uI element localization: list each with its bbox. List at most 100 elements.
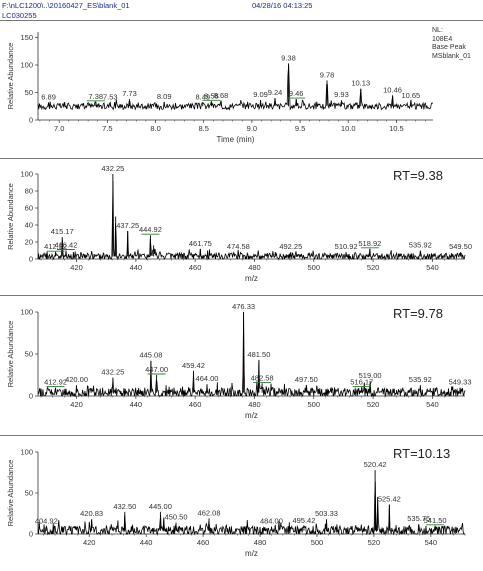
panel-separator-1 [0,158,483,159]
x-tick-label: 500 [308,400,321,409]
x-tick-label: 440 [140,538,153,547]
y-tick-label: 40 [25,221,33,230]
peak-label: 9.38 [281,53,296,62]
peak-label: 535.75 [407,514,430,523]
peak-label: 6.89 [41,92,56,101]
peak-label: 518.92 [358,239,381,248]
peak-label: 9.78 [320,70,335,79]
trace-line [37,64,434,112]
y-tick-label: 50 [25,350,33,359]
sample-id-label: LC030255 [2,11,37,20]
peak-label: 519.00 [359,371,382,380]
peak-label: 10.65 [401,91,420,100]
peak-label: 8.09 [157,92,172,101]
x-tick-label: 460 [189,263,202,272]
x-axis-title: m/z [245,274,258,283]
y-tick-label: 100 [20,448,33,457]
peak-label: 549.33 [449,378,472,387]
x-tick-label: 7.0 [54,124,64,133]
spectrum-panel-2: 0 20 40 60 80 100 420 440 460 480 500 520 540 m/z Rela… [6,164,472,283]
x-tick-label: 7.5 [102,124,112,133]
peak-label: 10.46 [383,85,402,94]
peak-label: 412.92 [44,378,67,387]
y-tick-label: 20 [25,238,33,247]
peak-label: 7.53 [103,92,118,101]
x-tick-label: 9.5 [295,124,305,133]
peak-label: 462.08 [198,508,221,517]
peak-label: 437.25 [116,221,139,230]
peak-label: 450.50 [165,513,188,522]
rt-label: RT=10.13 [393,446,450,461]
trace-type-label: Base Peak [432,44,466,51]
x-tick-label: 420 [70,400,83,409]
x-tick-label: 520 [367,400,380,409]
y-tick-label: 100 [20,308,33,317]
peak-label: 445.00 [149,502,172,511]
trace-info: NL: 108E4 Base Peak MSblank_01 [432,27,471,61]
peak-label: 482.58 [251,373,274,382]
y-tick-label: 0 [29,392,33,401]
peak-label: 516.17 [350,378,373,387]
panel-separator-2 [0,295,483,296]
peak-label: 9.24 [268,88,283,97]
peak-label: 541.50 [424,516,447,525]
peak-label: 9.46 [289,89,304,98]
y-axis-title: Relative Abundance [6,460,15,527]
peak-label: 10.13 [351,79,370,88]
x-axis-title: m/z [245,411,258,420]
y-tick-label: 0 [29,116,33,125]
x-tick-label: 420 [83,538,96,547]
peak-label: 444.92 [139,225,162,234]
spectrum-panel-4: 0 50 100 420 440 460 480 500 520 540 m/z Relative A… [6,446,466,558]
peak-label: 503.33 [315,509,338,518]
spectrum-panel-3: 0 50 100 420 440 460 480 500 520 540 m/z Relative A… [6,302,472,420]
peak-label: 7.73 [122,89,137,98]
y-tick-label: 50 [25,88,33,97]
peak-label: 416.42 [54,241,77,250]
peak-label: 520.42 [364,460,387,469]
peak-label: 432.50 [113,502,136,511]
x-tick-label: 8.0 [150,124,160,133]
peak-label: 459.42 [182,361,205,370]
peak-label: 510.92 [335,242,358,251]
y-tick-label: 80 [25,187,33,196]
y-tick-label: 0 [29,530,33,539]
peak-label: 8.49 [195,92,210,101]
x-tick-label: 10.0 [341,124,356,133]
peak-label: 495.42 [292,516,315,525]
header-separator [0,20,483,21]
y-tick-label: 0 [29,255,33,264]
x-tick-label: 520 [368,538,381,547]
chromatogram-panel-1: 0 50 100 150 7.0 7.5 8.0 8.5 9.0 9.5 10.0 10.5 Time … [6,32,434,144]
peak-label: 432.25 [101,368,124,377]
y-axis-title: Relative Abundance [6,43,15,110]
x-tick-label: 420 [70,263,83,272]
peak-label: 464.00 [196,374,219,383]
x-axis-title: Time (min) [217,135,255,144]
trace-line [37,312,466,398]
x-tick-label: 500 [311,538,324,547]
peak-label: 420.00 [65,375,88,384]
y-tick-label: 150 [20,33,33,42]
peak-label: 9.09 [253,90,268,99]
x-tick-label: 480 [248,400,261,409]
y-tick-label: 100 [20,170,33,179]
peak-label: 412.92 [44,242,67,251]
peak-label: 415.17 [51,227,74,236]
peak-label: 404.92 [35,517,58,526]
y-axis-title: Relative Abundance [6,321,15,388]
peak-label: 481.50 [247,350,270,359]
trace-line [37,181,466,261]
file-path-label: F:\nLC1200\..\20160427_ES\blank_01 [2,1,130,10]
peak-label: 497.50 [295,375,318,384]
peak-label: 447.00 [145,365,168,374]
nl-label: NL: [432,27,443,34]
x-tick-label: 8.5 [198,124,208,133]
trace-file-label: MSblank_01 [432,52,471,60]
peak-label: 7.38 [89,92,104,101]
y-axis-title: Relative Abundance [6,183,15,250]
peak-label: 535.92 [409,375,432,384]
x-tick-label: 500 [308,263,321,272]
x-tick-label: 9.0 [247,124,257,133]
